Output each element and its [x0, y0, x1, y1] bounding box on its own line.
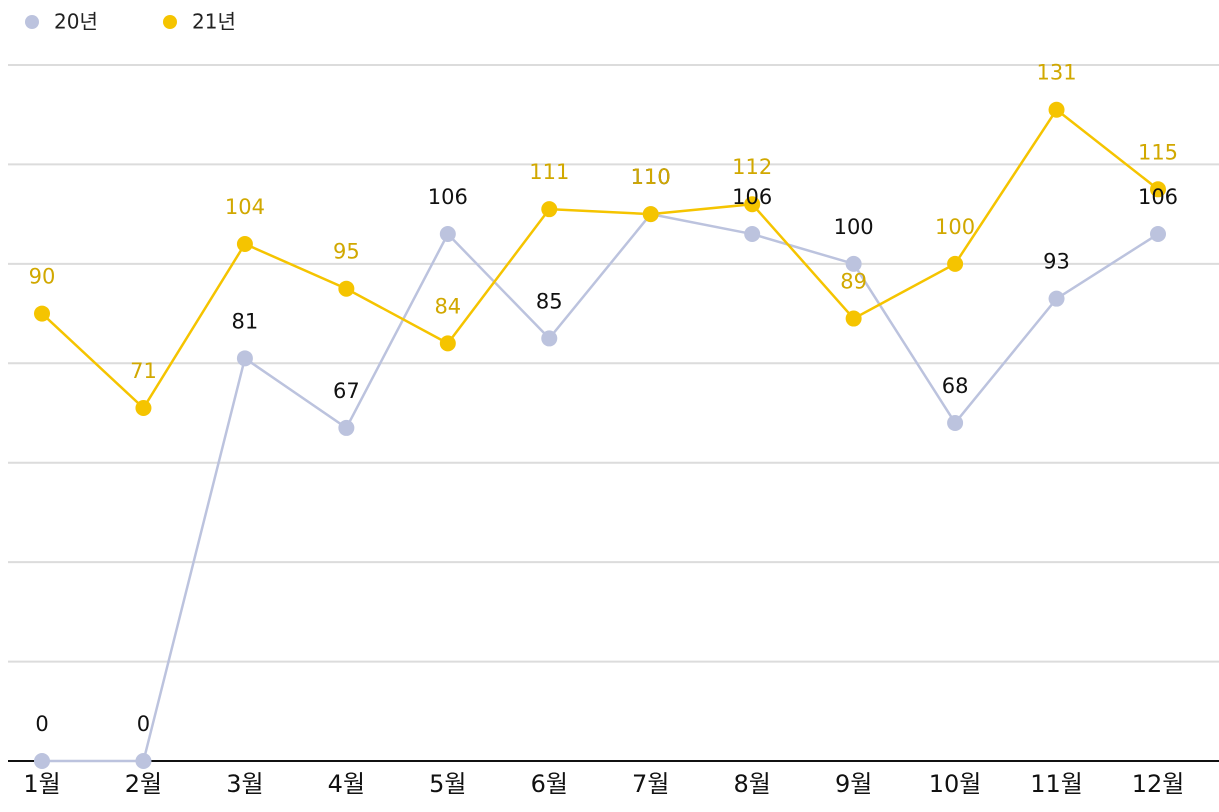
data-label: 110	[631, 165, 671, 189]
x-tick-label: 1월	[23, 770, 60, 798]
data-point	[541, 201, 558, 218]
data-label: 106	[732, 185, 772, 209]
data-label: 111	[529, 160, 569, 184]
data-point	[236, 350, 253, 367]
data-point	[439, 335, 456, 352]
x-tick-label: 5월	[429, 770, 466, 798]
data-label: 112	[732, 155, 772, 179]
data-point	[845, 255, 862, 272]
data-point	[947, 255, 964, 272]
data-point	[1150, 181, 1166, 198]
series-line	[41, 107, 1159, 410]
data-point	[439, 226, 456, 243]
data-label: 67	[333, 379, 360, 403]
data-label: 110	[631, 165, 671, 189]
data-label: 81	[232, 309, 259, 333]
data-label: 71	[130, 359, 157, 383]
data-point	[338, 419, 355, 436]
data-point	[34, 753, 50, 769]
data-point	[34, 305, 50, 322]
data-label: 84	[434, 294, 461, 318]
data-point	[744, 196, 761, 213]
x-tick-label: 11월	[1030, 770, 1083, 798]
x-tick-label: 3월	[226, 770, 263, 798]
data-label: 0	[35, 712, 48, 736]
data-label: 90	[29, 265, 56, 289]
x-tick-label: 4월	[328, 770, 365, 798]
data-point	[1048, 101, 1065, 118]
data-point	[135, 400, 152, 417]
data-point	[338, 280, 355, 297]
legend-label: 21년	[192, 10, 236, 34]
data-label: 100	[935, 215, 975, 239]
legend-marker	[25, 15, 39, 29]
data-label: 104	[225, 195, 265, 219]
data-label: 106	[428, 185, 468, 209]
legend-label: 20년	[54, 10, 98, 34]
data-point	[135, 753, 152, 769]
data-label: 106	[1138, 185, 1178, 209]
data-point	[541, 330, 558, 347]
data-label: 115	[1138, 140, 1178, 164]
data-label: 131	[1036, 61, 1076, 85]
data-label: 95	[333, 240, 360, 264]
series-line	[42, 212, 1159, 763]
x-tick-label: 7월	[632, 770, 669, 798]
x-tick-label: 8월	[734, 770, 771, 798]
data-point	[947, 414, 964, 431]
data-point	[1048, 290, 1065, 307]
x-tick-label: 12월	[1132, 770, 1185, 798]
data-point	[1150, 226, 1166, 243]
x-tick-label: 6월	[531, 770, 568, 798]
data-point	[236, 235, 253, 252]
data-label: 0	[137, 712, 150, 736]
data-label: 93	[1043, 250, 1070, 274]
data-point	[744, 226, 761, 243]
x-tick-label: 9월	[835, 770, 872, 798]
data-label: 85	[536, 289, 563, 313]
data-point	[642, 206, 659, 223]
legend-marker	[163, 15, 177, 29]
data-point	[845, 310, 862, 327]
data-label: 68	[942, 374, 969, 398]
data-label: 100	[834, 215, 874, 239]
x-tick-label: 2월	[125, 770, 162, 798]
data-label: 89	[840, 270, 867, 294]
x-tick-label: 10월	[929, 770, 982, 798]
